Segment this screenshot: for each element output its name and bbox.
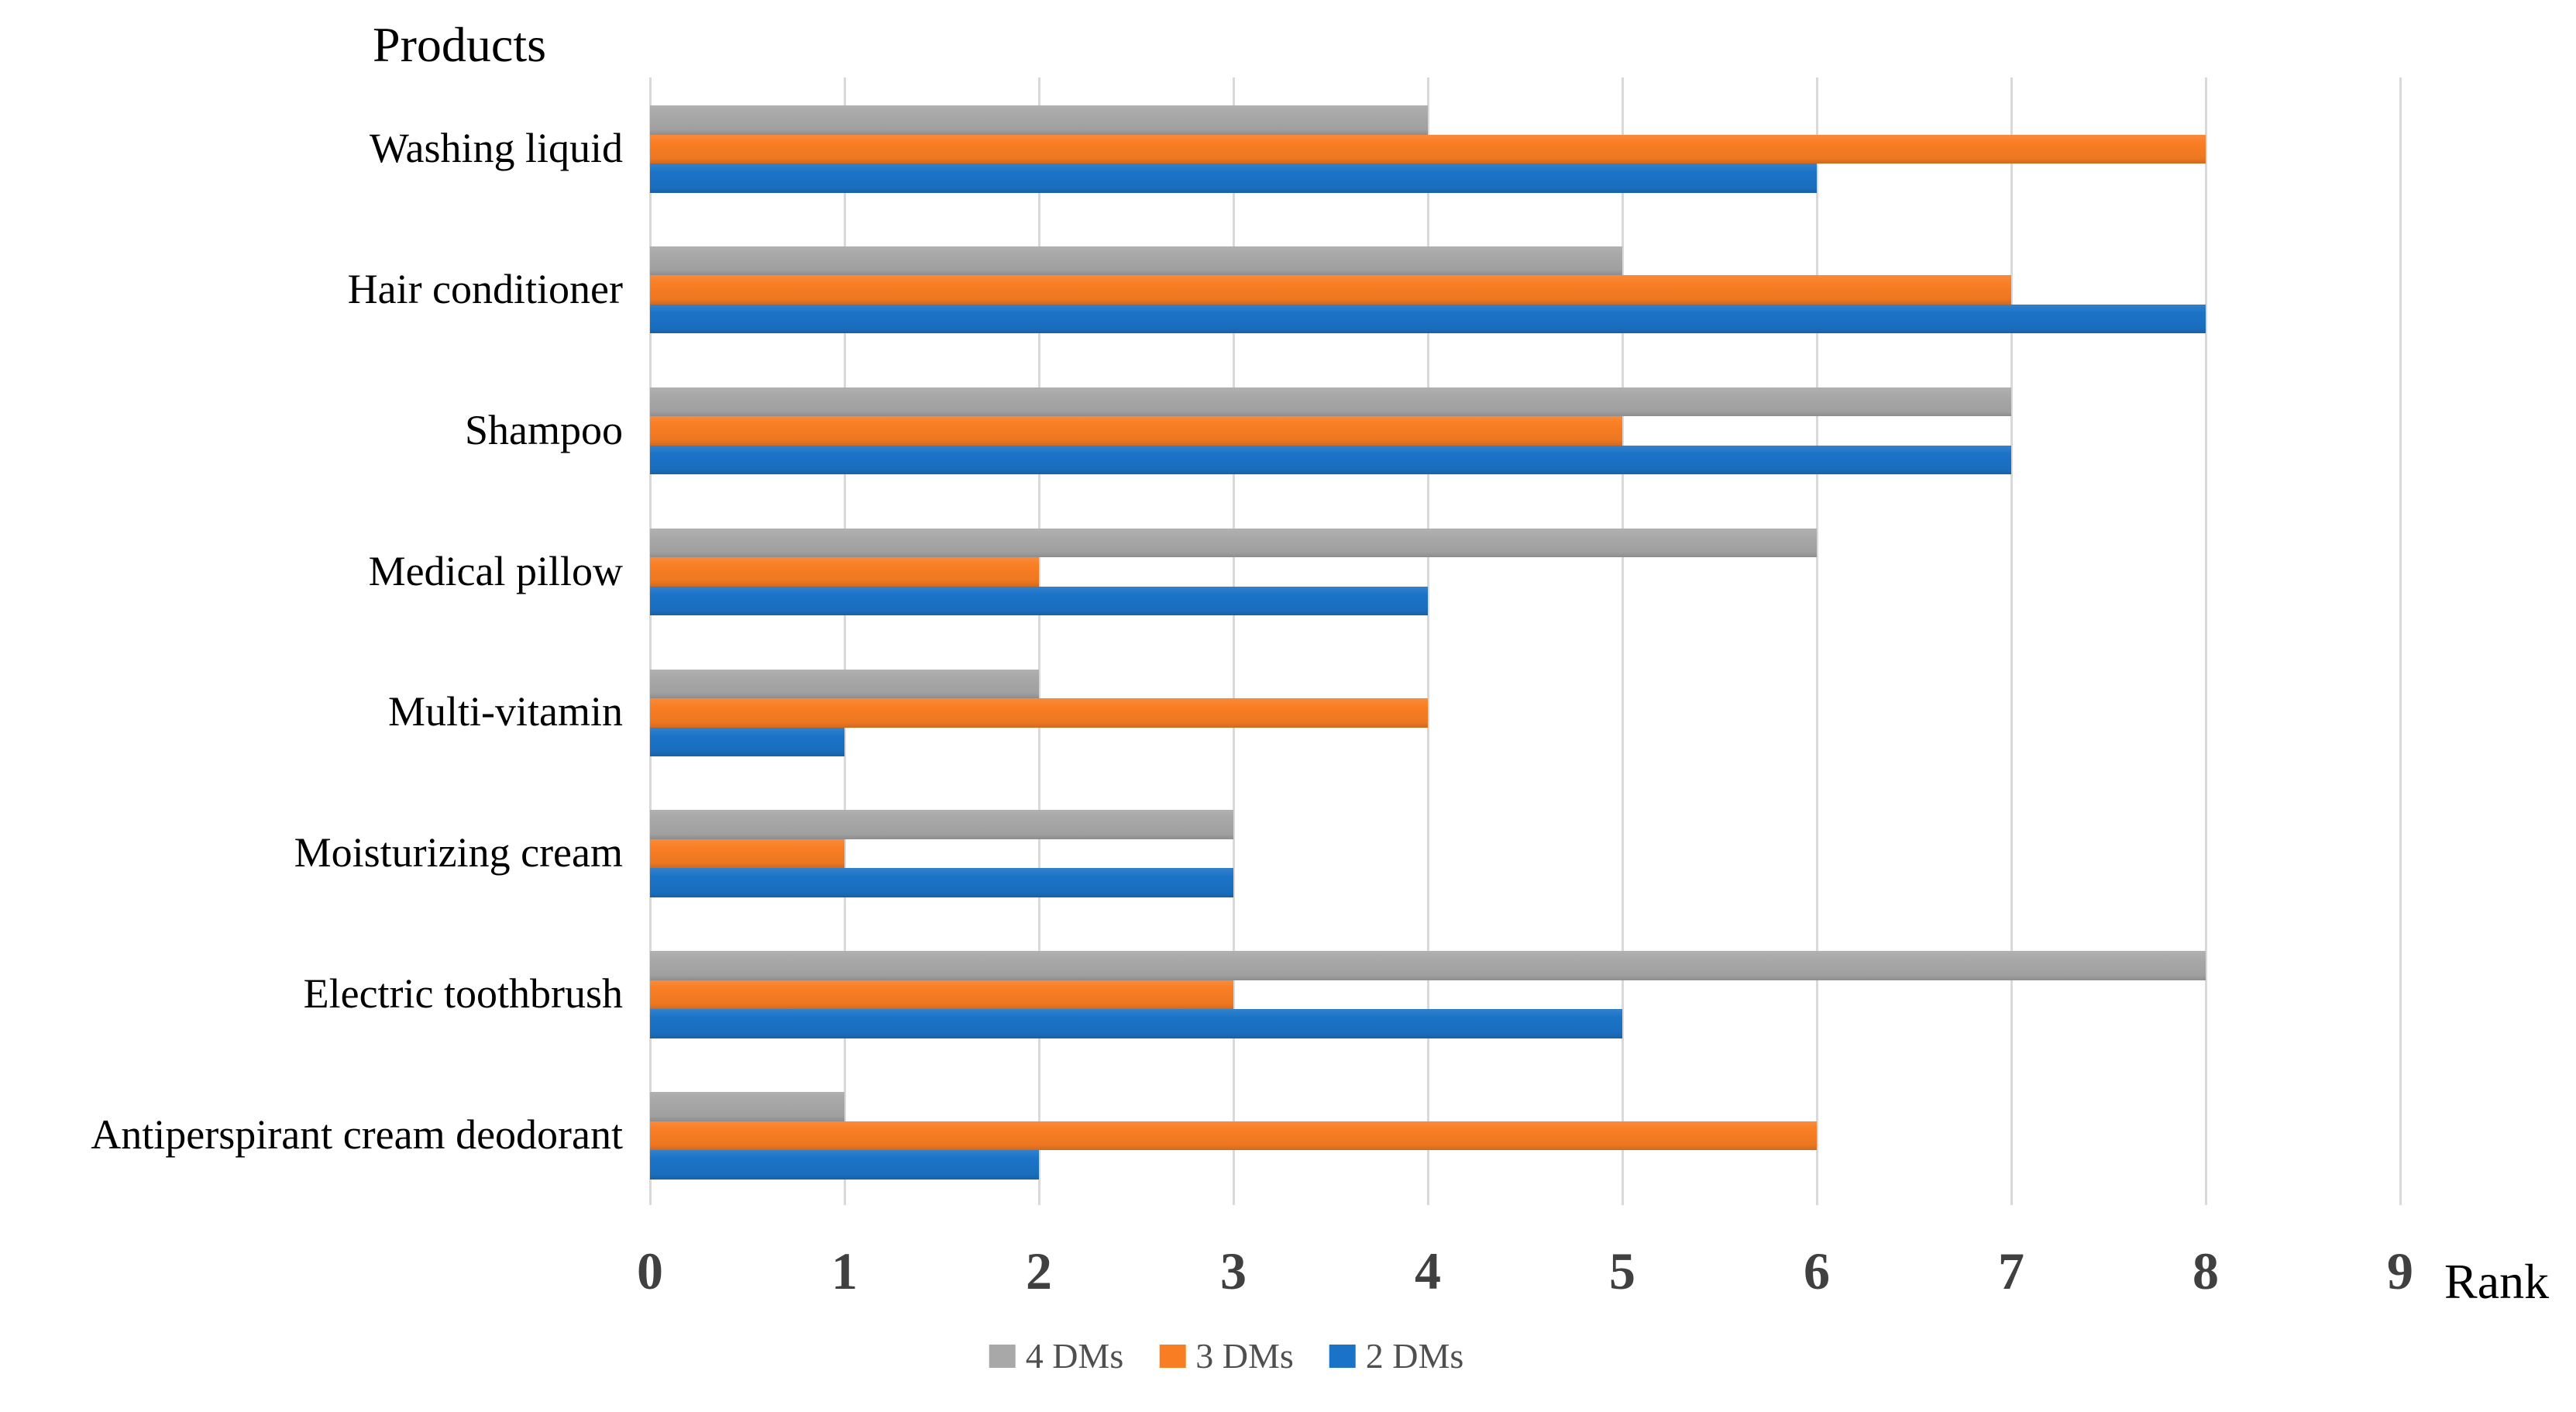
x-tick-label: 6 [1804, 1242, 1830, 1300]
bar-4-dms [650, 528, 1817, 558]
bar-2-dms [650, 164, 1817, 193]
gridline [1232, 77, 1235, 1205]
bar-2-dms [650, 868, 1233, 897]
bar-2-dms [650, 586, 1428, 616]
bar-2-dms [650, 1009, 1622, 1038]
x-tick-label: 1 [831, 1242, 858, 1300]
gridline [2204, 77, 2207, 1205]
gridline [2399, 77, 2402, 1205]
category-label: Medical pillow [368, 547, 623, 594]
bar-4-dms [650, 246, 1622, 276]
bar-3-dms [650, 839, 844, 869]
legend-item: 2 DMs [1329, 1336, 1464, 1376]
gridline [843, 77, 846, 1205]
bar-4-dms [650, 810, 1233, 839]
gridline [2010, 77, 2013, 1205]
bar-3-dms [650, 698, 1428, 728]
x-tick-label: 0 [637, 1242, 663, 1300]
category-label: Washing liquid [369, 124, 623, 171]
bar-2-dms [650, 304, 2206, 334]
bar-3-dms [650, 416, 1622, 446]
x-tick-label: 3 [1220, 1242, 1247, 1300]
x-tick-label: 2 [1026, 1242, 1052, 1300]
legend: 4 DMs 3 DMs 2 DMs [989, 1336, 1464, 1376]
gridline [648, 77, 652, 1205]
legend-swatch [1159, 1345, 1186, 1368]
x-tick-label: 4 [1415, 1242, 1441, 1300]
bar-3-dms [650, 275, 2011, 305]
legend-label: 2 DMs [1365, 1336, 1464, 1376]
category-label: Multi-vitamin [388, 688, 623, 735]
bar-4-dms [650, 669, 1039, 698]
bar-2-dms [650, 1150, 1039, 1180]
legend-swatch [989, 1345, 1016, 1368]
x-tick-label: 8 [2193, 1242, 2219, 1300]
legend-swatch [1329, 1345, 1356, 1368]
bar-3-dms [650, 980, 1233, 1010]
bar-2-dms [650, 727, 844, 756]
x-tick-label: 7 [1998, 1242, 2024, 1300]
x-axis-title: Rank [2444, 1254, 2550, 1309]
legend-label: 3 DMs [1195, 1336, 1294, 1376]
bar-4-dms [650, 105, 1428, 135]
legend-item: 4 DMs [989, 1336, 1124, 1376]
category-label: Hair conditioner [347, 265, 623, 312]
legend-item: 3 DMs [1159, 1338, 1294, 1374]
bar-4-dms [650, 1092, 844, 1121]
x-tick-label: 9 [2387, 1242, 2413, 1300]
gridline [1037, 77, 1040, 1205]
category-label: Antiperspirant cream deodorant [91, 1111, 623, 1159]
gridline [1426, 77, 1429, 1205]
bar-4-dms [650, 387, 2011, 417]
category-label: Electric toothbrush [303, 970, 623, 1018]
bar-3-dms [650, 1121, 1817, 1151]
gridline [1815, 77, 1818, 1205]
legend-label: 4 DMs [1025, 1336, 1124, 1376]
chart-title: Products [373, 17, 546, 72]
category-label: Moisturizing cream [294, 829, 623, 876]
bar-2-dms [650, 445, 2011, 475]
category-label: Shampoo [464, 406, 623, 453]
x-tick-label: 5 [1609, 1242, 1635, 1300]
bar-3-dms [650, 557, 1039, 587]
gridline [1621, 77, 1624, 1205]
bar-4-dms [650, 951, 2206, 980]
bar-3-dms [650, 134, 2206, 164]
